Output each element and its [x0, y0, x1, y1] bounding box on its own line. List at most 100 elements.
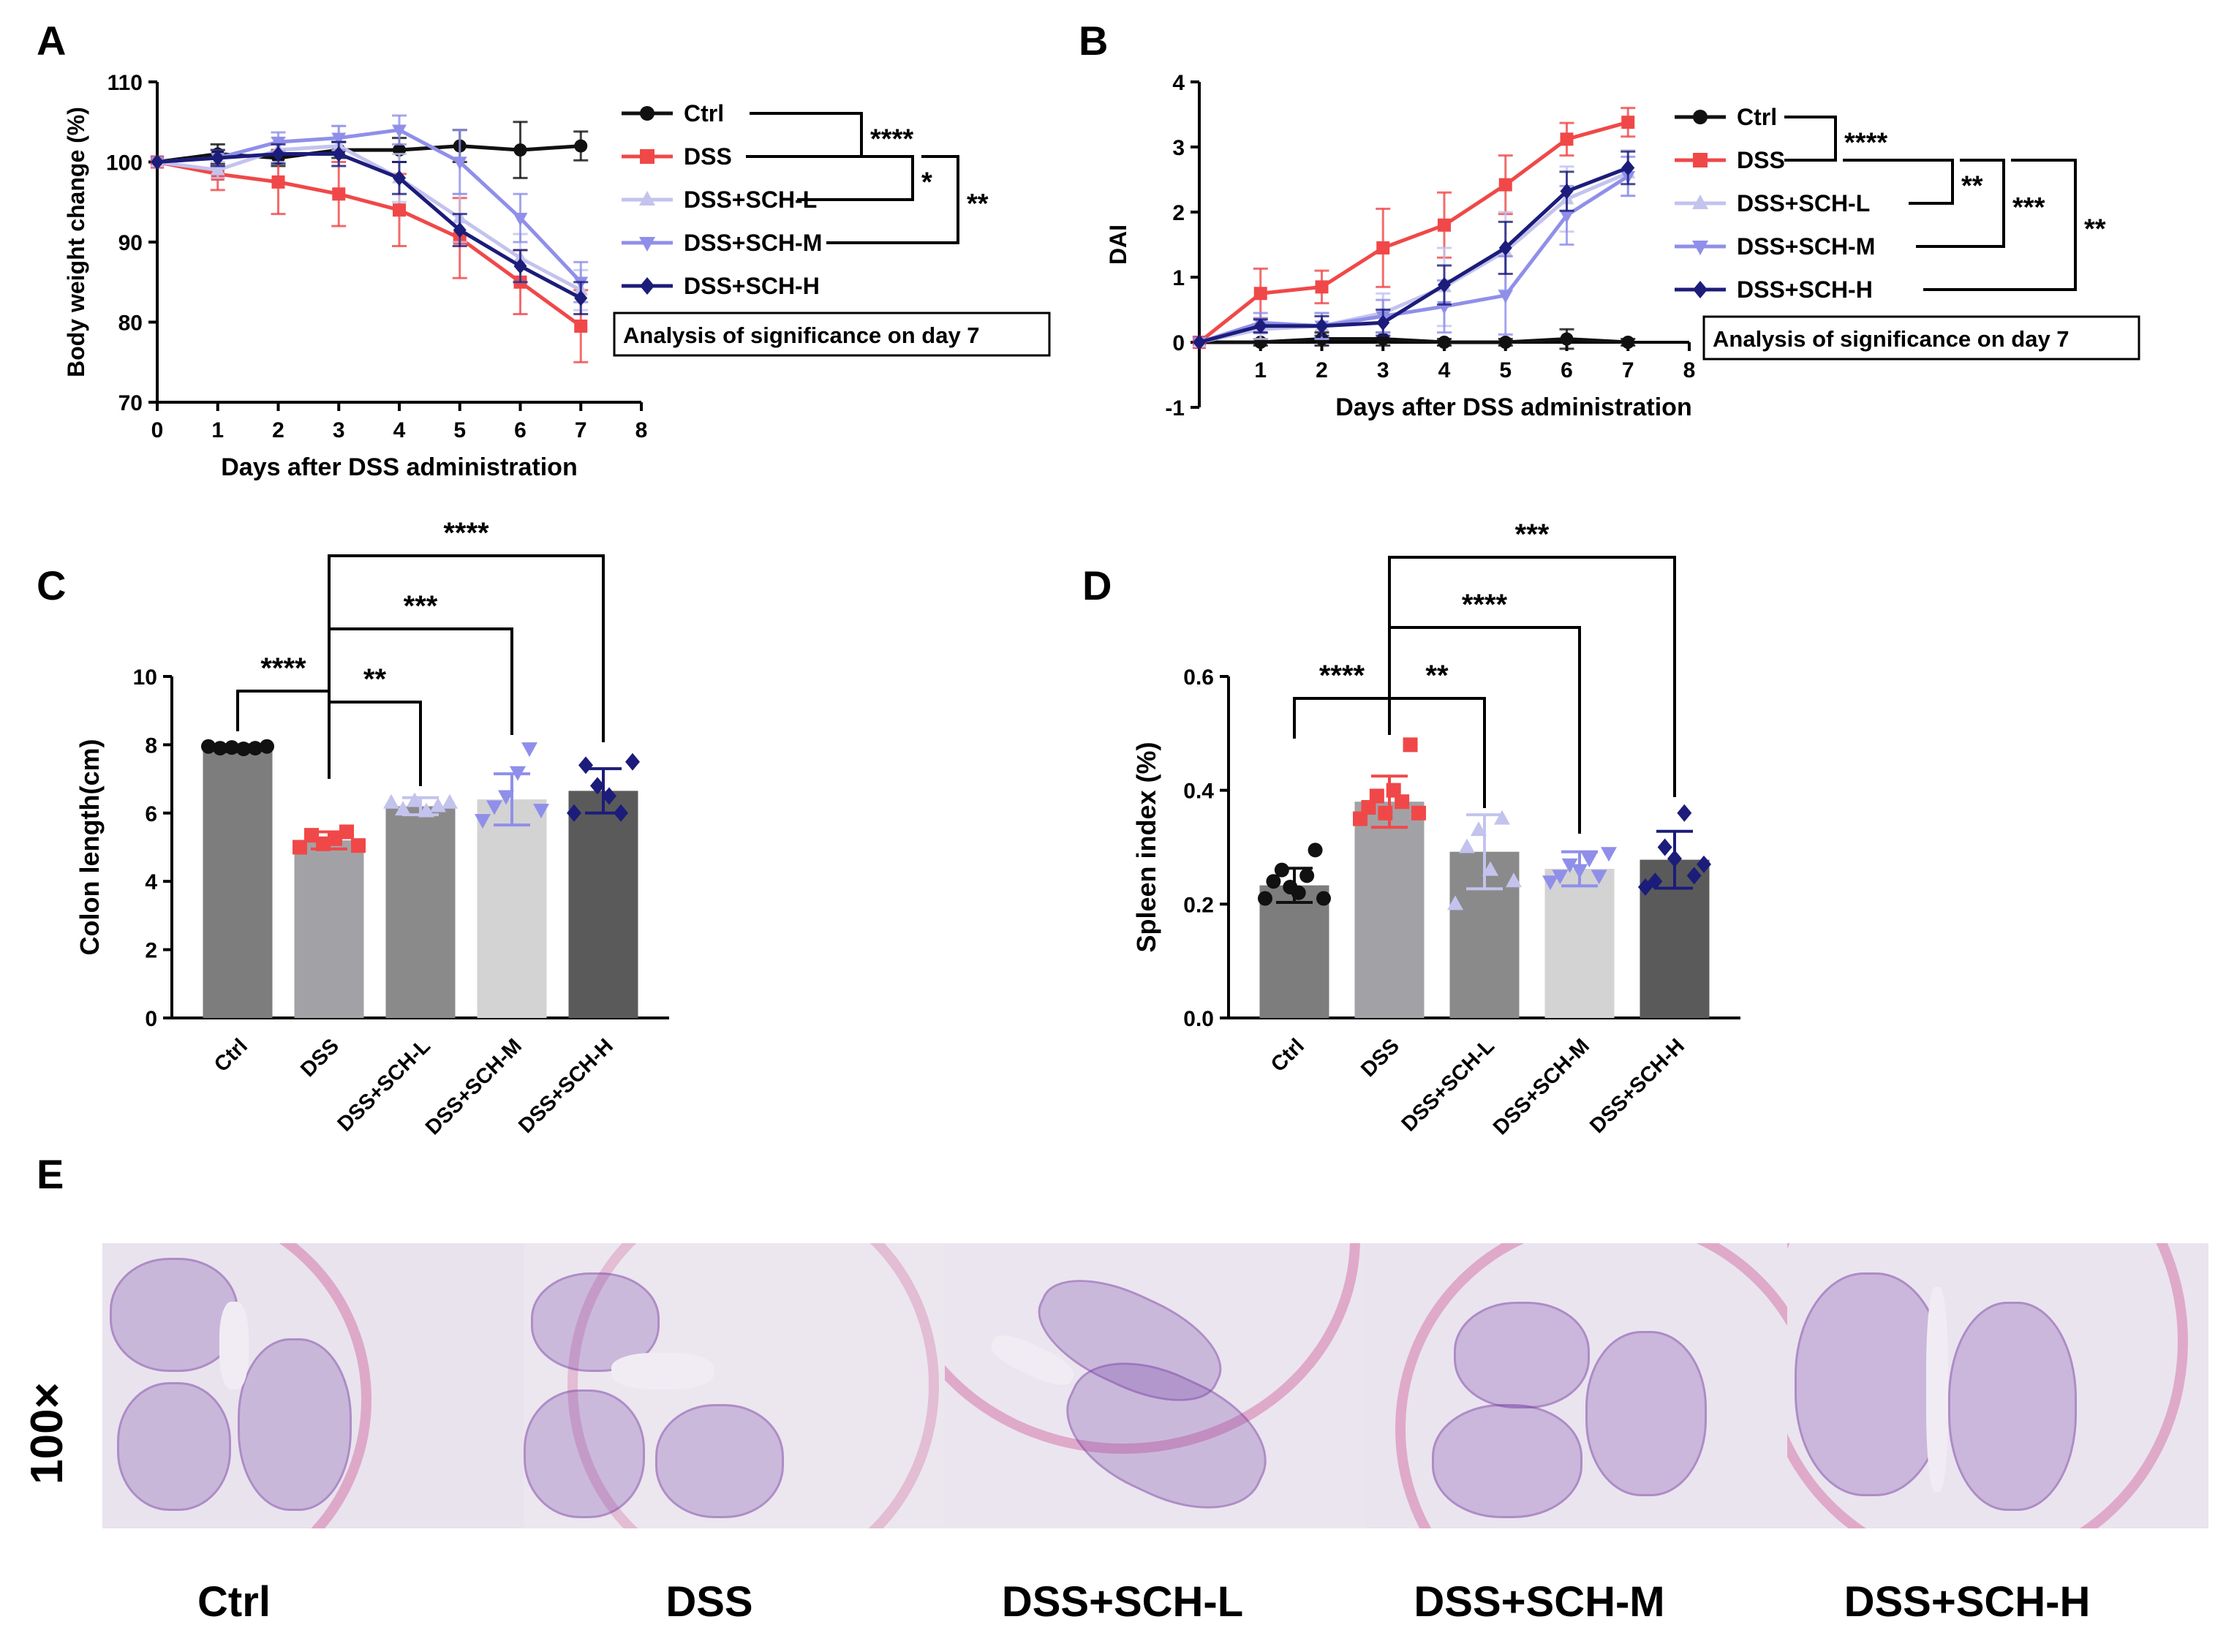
chart-a-y-tick-label: 90 [118, 231, 143, 255]
chart-d-data-point [1471, 821, 1487, 837]
chart-a-data-point [452, 156, 467, 170]
chart-d-data-point [1386, 782, 1401, 798]
chart-b-legend-label: Ctrl [1737, 104, 1777, 130]
chart-a-note: Analysis of significance on day 7 [623, 323, 980, 348]
chart-b-significance-bracket [1843, 159, 1954, 205]
chart-d-data-point [1494, 810, 1510, 825]
chart-c-data-point [201, 739, 216, 754]
chart-b-legend-marker [1692, 195, 1708, 209]
chart-d-significance-bracket [1388, 697, 1486, 808]
chart-b-legend-label: DSS+SCH-H [1737, 276, 1873, 303]
chart-c-data-point [304, 828, 319, 843]
chart-a-x-tick-label: 7 [575, 418, 587, 442]
chart-a-data-point [393, 170, 406, 186]
chart-a-data-point [513, 258, 527, 274]
chart-c-data-point [293, 840, 307, 855]
panel-letter-e: E [37, 1151, 64, 1197]
chart-b-y-axis-label: DAI [1105, 225, 1131, 265]
chart-d-data-point [1353, 811, 1367, 826]
chart-b-series-line-3 [1199, 174, 1629, 344]
chart-a-legend-label: DSS+SCH-L [684, 186, 817, 213]
chart-b-x-tick-label: 2 [1316, 358, 1328, 382]
chart-b-data-point [1498, 290, 1513, 303]
chart-a-data-point [453, 222, 467, 238]
chart-c-data-point [248, 741, 263, 756]
chart-d-data-point [1308, 842, 1323, 858]
chart-d-data-point [1258, 891, 1272, 906]
chart-c-x-tick-label: DSS [296, 1034, 344, 1082]
chart-b-significance-bracket [1916, 159, 2005, 248]
chart-c-x-tick-label: DSS+SCH-L [333, 1034, 435, 1136]
chart-d-x-tick-label: DSS+SCH-L [1397, 1034, 1499, 1136]
chart-a-legend-marker [639, 191, 655, 205]
chart-b-x-tick-label: 7 [1622, 358, 1634, 382]
chart-c-bar [203, 748, 273, 1018]
chart-a-series-line-3 [156, 128, 583, 284]
chart-d-bar [1259, 885, 1329, 1018]
chart-a-legend-marker [640, 106, 654, 121]
chart-d-significance-bracket [1388, 626, 1581, 834]
chart-a-legend-label: Ctrl [684, 100, 724, 127]
chart-d-data-point [1542, 875, 1558, 891]
chart-d-y-axis-label: Spleen index (%) [1131, 742, 1161, 952]
chart-d-data-point [1395, 794, 1410, 810]
chart-d-data-point [1361, 800, 1376, 815]
chart-c-y-tick-label: 4 [145, 870, 157, 894]
chart-b-x-tick-label: 1 [1254, 358, 1267, 382]
chart-panel-b: -1 0 1 2 3 4 1 2 3 4 5 6 7 8 DAI Days after DSS adminis… [1105, 71, 2140, 421]
chart-a-data-point [271, 175, 285, 189]
chart-c-significance-bracket [328, 627, 513, 735]
chart-b-data-point [1438, 336, 1451, 349]
chart-b-y-tick-label: 0 [1172, 331, 1185, 355]
chart-b-significance-label: **** [1844, 128, 1887, 159]
chart-c-bar [477, 799, 547, 1018]
chart-c-data-point [625, 753, 640, 771]
chart-a-legend-label: DSS+SCH-M [684, 230, 822, 256]
chart-a-legend-marker [639, 237, 655, 252]
chart-a-data-point [332, 187, 346, 201]
histology-caption-sch-h: DSS+SCH-H [1844, 1578, 2091, 1626]
chart-c-significance-label: **** [260, 652, 306, 684]
chart-a-x-tick-label: 5 [453, 418, 466, 442]
histology-image-ctrl [102, 1243, 524, 1528]
chart-a-data-point [151, 154, 164, 170]
chart-a-y-tick-label: 70 [118, 391, 143, 415]
chart-c-data-point [328, 831, 342, 846]
chart-b-x-tick-label: 6 [1561, 358, 1573, 382]
chart-b-x-tick-label: 8 [1683, 358, 1696, 382]
histology-caption-ctrl: Ctrl [197, 1578, 271, 1626]
histology-image-sch-l [945, 1243, 1366, 1528]
chart-a-significance-bracket [746, 155, 914, 201]
chart-c-significance-label: ** [363, 663, 387, 695]
chart-d-data-point [1572, 864, 1588, 879]
chart-b-data-point [1498, 178, 1512, 192]
chart-b-data-point [1253, 317, 1267, 334]
chart-d-x-tick-label: DSS [1357, 1034, 1404, 1082]
chart-a-significance-label: * [921, 167, 932, 198]
chart-a-y-tick-label: 80 [118, 312, 143, 336]
chart-b-x-tick-label: 5 [1499, 358, 1512, 382]
chart-b-x-tick-label: 3 [1377, 358, 1389, 382]
chart-c-data-point [498, 790, 514, 805]
chart-d-data-point [1459, 838, 1475, 853]
chart-d-data-point [1378, 805, 1393, 821]
chart-b-significance-label: *** [2012, 192, 2045, 223]
chart-c-y-tick-label: 8 [145, 733, 157, 758]
chart-c-data-point [316, 836, 331, 851]
chart-c-data-point [510, 766, 526, 781]
chart-d-significance-label: **** [1462, 589, 1508, 621]
chart-b-legend-label: DSS+SCH-L [1737, 190, 1870, 216]
chart-c-y-tick-label: 10 [133, 665, 157, 690]
chart-c-x-tick-label: Ctrl [210, 1034, 252, 1076]
histology-image-dss [524, 1243, 945, 1528]
chart-d-data-point [1291, 885, 1306, 900]
chart-b-data-point [1621, 116, 1635, 129]
chart-c-significance-bracket [328, 701, 422, 786]
chart-b-data-point [1193, 334, 1206, 350]
chart-c-significance-label: **** [443, 517, 489, 549]
chart-d-data-point [1274, 862, 1289, 878]
chart-a-series-line-4 [156, 152, 582, 300]
chart-b-legend-label: DSS [1737, 147, 1785, 173]
